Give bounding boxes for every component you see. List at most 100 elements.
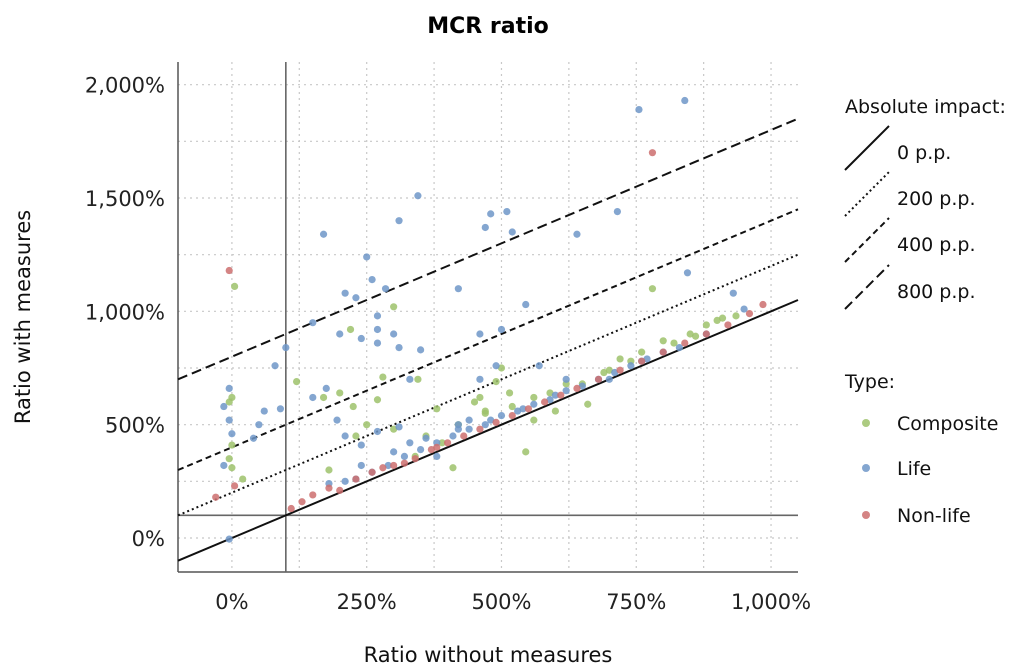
reference-lines	[178, 62, 798, 572]
data-point-composite	[476, 393, 484, 402]
data-point-composite	[670, 339, 678, 347]
data-point-composite	[659, 337, 667, 345]
legend-key-impact-0	[844, 125, 890, 171]
legend-key-composite	[862, 419, 870, 427]
data-point-non-life	[443, 439, 452, 447]
data-point-composite	[638, 348, 646, 356]
data-point-life	[417, 446, 425, 454]
data-point-non-life	[325, 484, 333, 492]
data-point-non-life	[492, 418, 500, 426]
data-point-life	[260, 407, 268, 415]
data-point-non-life	[368, 468, 376, 476]
data-point-life	[530, 400, 538, 408]
data-point-life	[373, 325, 382, 334]
data-point-non-life	[681, 339, 689, 347]
data-point-life	[395, 344, 403, 352]
data-point-composite	[605, 366, 613, 374]
y-tick-label: 2,000%	[85, 74, 165, 98]
data-point-composite	[390, 425, 398, 433]
y-tick-label: 0%	[132, 527, 165, 551]
data-point-life	[373, 339, 382, 347]
impact-line-800	[177, 117, 799, 381]
data-point-composite	[470, 398, 479, 406]
data-point-composite	[336, 389, 344, 397]
data-point-life	[643, 355, 651, 363]
x-tick-label: 500%	[471, 590, 531, 614]
data-point-composite	[293, 378, 301, 386]
impact-line-0	[177, 299, 799, 562]
data-point-life	[352, 294, 360, 302]
data-point-non-life	[433, 443, 441, 451]
data-point-life	[683, 269, 692, 277]
data-point-composite	[349, 402, 357, 411]
data-point-non-life	[573, 384, 581, 392]
data-point-life	[546, 396, 554, 404]
data-point-life	[357, 441, 365, 449]
data-point-life	[225, 535, 233, 543]
data-point-composite	[373, 396, 382, 404]
data-point-life	[381, 285, 390, 293]
data-point-non-life	[476, 425, 484, 433]
x-tick-label: 750%	[606, 590, 666, 614]
data-point-composite	[433, 405, 441, 413]
data-point-composite	[239, 475, 247, 483]
data-point-life	[613, 208, 621, 216]
data-point-life	[454, 285, 462, 293]
grid-lines	[178, 62, 798, 572]
data-point-life	[384, 461, 392, 470]
data-point-life	[476, 330, 484, 338]
data-point-life	[363, 253, 371, 261]
data-point-life	[476, 375, 484, 383]
data-point-composite	[379, 373, 387, 381]
data-point-life	[729, 289, 737, 297]
y-tick-label: 500%	[105, 414, 165, 438]
data-point-composite	[228, 441, 236, 449]
data-point-life	[220, 461, 228, 470]
tick-labels: 0% 250% 500% 750% 1,000% 0% 500% 1,000% 1,500% 2,…	[85, 74, 811, 614]
data-point-life	[341, 477, 349, 485]
data-point-composite	[497, 364, 506, 372]
data-point-composite	[584, 400, 592, 408]
legend-key-life	[862, 464, 870, 472]
data-point-life	[319, 230, 328, 238]
legend-impact-title: Absolute impact:	[845, 96, 1006, 118]
data-point-non-life	[400, 459, 409, 467]
data-point-non-life	[524, 405, 533, 413]
data-point-life	[406, 439, 414, 447]
data-point-life	[433, 452, 441, 460]
data-point-composite	[352, 432, 360, 440]
data-point-composite	[438, 439, 446, 447]
data-point-non-life	[298, 498, 306, 506]
legend-label-impact-0: 0 p.p.	[897, 142, 951, 164]
data-point-composite	[616, 355, 624, 363]
data-point-life	[276, 405, 285, 413]
data-point-life	[487, 416, 495, 424]
data-point-life	[454, 425, 462, 433]
data-point-life	[635, 106, 643, 114]
data-point-non-life	[557, 391, 565, 399]
data-point-life	[740, 305, 748, 313]
data-point-life	[519, 405, 527, 413]
data-point-non-life	[352, 475, 360, 483]
data-point-composite	[546, 389, 554, 397]
data-point-life	[341, 289, 349, 297]
legend-type-title: Type:	[844, 371, 895, 393]
legend-label-composite: Composite	[897, 413, 998, 435]
data-point-life	[255, 421, 263, 429]
legend-label-impact-800: 800 p.p.	[897, 281, 976, 303]
legend-type-entries: Composite Life Non-life	[862, 413, 998, 527]
data-point-non-life	[231, 482, 239, 490]
data-point-composite	[600, 368, 608, 377]
data-point-life	[681, 96, 689, 105]
data-point-life	[422, 434, 430, 442]
data-point-composite	[530, 393, 538, 402]
legend-key-impact-400	[844, 217, 890, 263]
data-point-life	[503, 208, 511, 216]
data-point-life	[492, 362, 500, 370]
data-point-life	[487, 210, 495, 218]
data-point-life	[414, 192, 422, 200]
axes	[177, 62, 798, 573]
legend-key-impact-200	[844, 171, 890, 217]
data-point-non-life	[460, 432, 468, 440]
data-point-composite	[691, 332, 700, 340]
